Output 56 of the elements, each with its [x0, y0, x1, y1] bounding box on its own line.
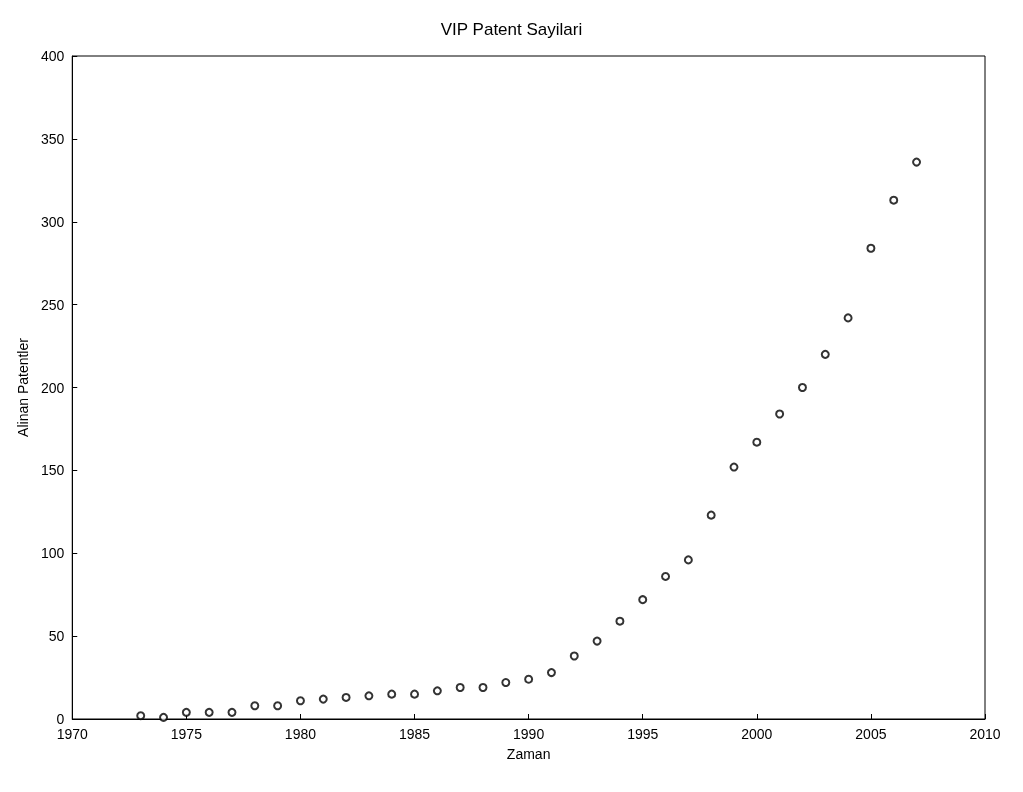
x-tick-label: 2010: [969, 726, 1001, 742]
point: [478, 683, 488, 693]
point: [889, 195, 899, 205]
point: [775, 409, 785, 419]
point: [295, 696, 305, 706]
point: [546, 668, 556, 678]
point: [432, 686, 442, 696]
chart-title: VIP Patent Sayilari: [440, 20, 583, 39]
x-tick-label: 1980: [284, 726, 317, 742]
point: [615, 616, 625, 626]
x-tick-label: 1985: [398, 726, 431, 742]
y-tick-label: 200: [40, 379, 65, 396]
x-axis-title: Zaman: [506, 746, 551, 762]
x-tick-label: 1975: [170, 726, 203, 742]
y-tick-label: 250: [40, 296, 65, 313]
y-tick-label: 150: [40, 462, 65, 479]
y-tick-label: 400: [40, 48, 65, 64]
x-tick-label: 1970: [56, 726, 89, 742]
point: [159, 712, 169, 722]
point: [387, 689, 397, 699]
y-tick-label: 300: [40, 213, 65, 230]
x-tick-label: 2000: [741, 726, 773, 742]
x-tick-label: 2005: [855, 726, 887, 742]
point: [866, 243, 876, 253]
y-axis-title: Alinan Patentler: [15, 337, 31, 437]
y-tick-label: 50: [48, 628, 65, 645]
point: [455, 683, 465, 693]
point: [729, 462, 739, 472]
point: [820, 349, 830, 359]
point: [364, 691, 374, 701]
point: [912, 157, 922, 167]
point: [250, 701, 260, 711]
point: [341, 692, 351, 702]
point: [181, 707, 191, 717]
point: [273, 701, 283, 711]
point: [797, 383, 807, 392]
x-tick-label: 1990: [513, 726, 545, 742]
point: [638, 595, 648, 605]
point: [227, 707, 237, 717]
point: [524, 674, 534, 684]
point: [318, 694, 328, 704]
point: [683, 555, 693, 565]
point: [661, 571, 671, 581]
point: [204, 707, 214, 717]
point: [501, 678, 511, 688]
point: [706, 510, 716, 520]
point: [843, 313, 853, 323]
point: [569, 651, 579, 661]
x-tick-label: 1995: [627, 726, 659, 742]
y-tick-label: 0: [56, 711, 65, 727]
point: [136, 711, 146, 721]
y-tick-label: 350: [40, 130, 65, 147]
point: [410, 689, 420, 699]
point: [752, 437, 762, 447]
point: [592, 636, 602, 646]
y-tick-label: 100: [40, 545, 65, 562]
